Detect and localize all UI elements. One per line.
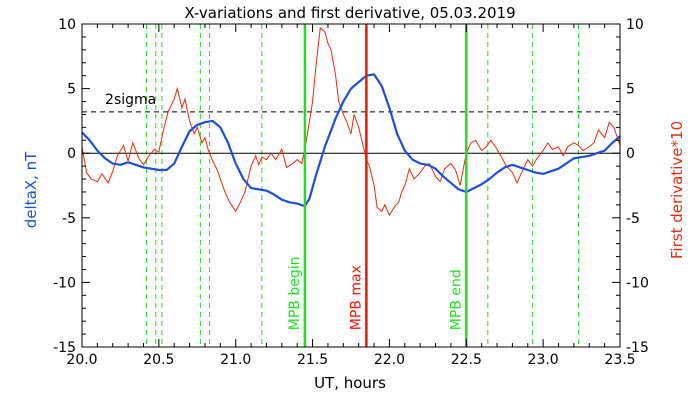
x-tick-label-2: 21.0 xyxy=(220,352,251,368)
x-tick-label-6: 23.0 xyxy=(528,352,559,368)
series-derivative-line xyxy=(81,26,621,217)
x-tick-label-1: 20.5 xyxy=(143,352,174,368)
x-axis-label: UT, hours xyxy=(314,374,386,392)
threshold-label: 2sigma xyxy=(105,92,156,108)
x-tick-label-7: 23.5 xyxy=(604,352,635,368)
series-deltax-line xyxy=(81,73,621,208)
x-tick-label-4: 22.0 xyxy=(374,352,405,368)
chart-title: X-variations and first derivative, 05.03… xyxy=(184,4,515,22)
y-tick-label-left-4: -10 xyxy=(53,275,76,291)
y-tick-label-right-1: 5 xyxy=(626,82,635,98)
event-label-mpb-end: MPB end xyxy=(448,269,464,330)
plot-frame xyxy=(81,23,621,348)
y-axis-label-right: First derivative*10 xyxy=(668,121,686,259)
plot-area: 2sigma MPB begin MPB max MPB end 20.0 20.5 21.… xyxy=(53,17,649,368)
x-tick-label-5: 22.5 xyxy=(451,352,482,368)
event-label-mpb-max: MPB max xyxy=(348,265,364,330)
y-axis-label-left: deltaX, nT xyxy=(22,151,40,228)
event-label-mpb-begin: MPB begin xyxy=(287,256,303,330)
y-tick-label-right-2: 0 xyxy=(626,146,635,162)
y-tick-label-right-5: -15 xyxy=(626,340,649,356)
y-tick-label-right-3: -5 xyxy=(626,211,640,227)
y-tick-label-left-1: 5 xyxy=(67,82,76,98)
y-tick-label-left-0: 10 xyxy=(58,17,76,33)
y-tick-label-right-0: 10 xyxy=(626,17,644,33)
y-tick-label-right-4: -10 xyxy=(626,275,649,291)
x-tick-label-3: 21.5 xyxy=(297,352,328,368)
y-tick-label-left-5: -15 xyxy=(53,340,76,356)
y-tick-label-left-3: -5 xyxy=(62,211,76,227)
y-tick-label-left-2: 0 xyxy=(67,146,76,162)
x-tick-label-0: 20.0 xyxy=(66,352,97,368)
